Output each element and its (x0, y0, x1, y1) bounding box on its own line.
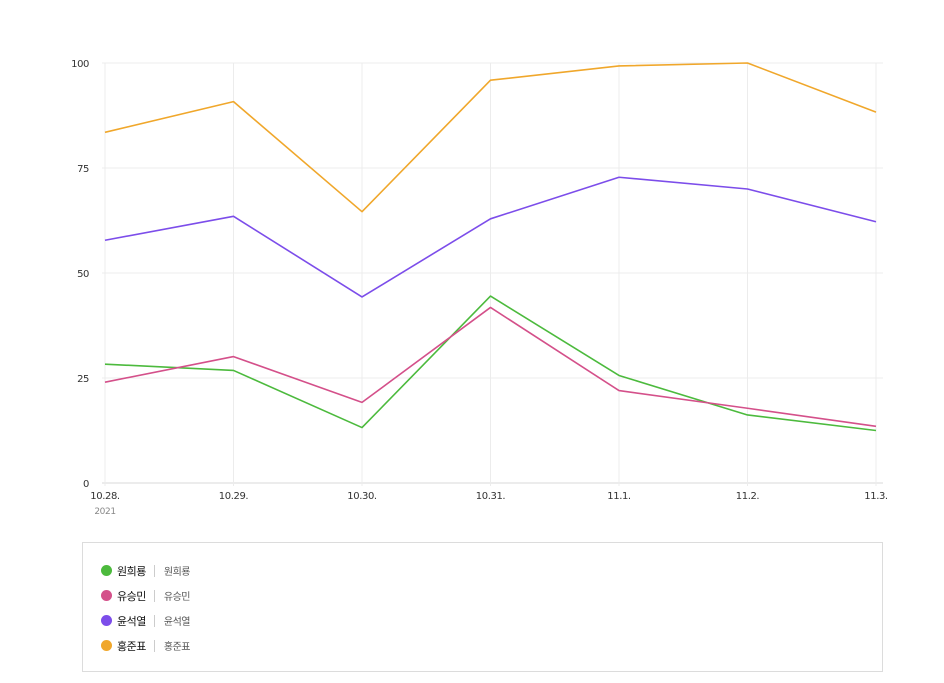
legend-series-subtext: 유승민 (163, 592, 191, 603)
legend-item[interactable]: 홍준표 홍준표 (101, 633, 882, 658)
x-tick-label: 11.2. (736, 491, 760, 502)
series-line-2 (104, 176, 877, 298)
legend-item[interactable]: 윤석열 윤석열 (101, 608, 882, 633)
legend-series-subtext: 원희룡 (163, 567, 191, 578)
legend-series-name: 윤석열 (117, 614, 146, 628)
series-line-1 (104, 306, 877, 428)
y-tick-label: 0 (83, 479, 89, 490)
y-tick-label: 100 (71, 59, 89, 70)
legend-divider (153, 614, 155, 627)
series-line-0 (104, 295, 877, 432)
y-tick-label: 50 (77, 269, 89, 280)
x-year-label: 2021 (94, 507, 115, 517)
legend-divider (153, 564, 155, 577)
legend-series-subtext: 홍준표 (163, 642, 191, 653)
x-tick-label: 11.3. (864, 491, 888, 502)
legend-series-name: 홍준표 (117, 639, 146, 653)
legend-item[interactable]: 유승민 유승민 (101, 583, 882, 608)
legend-color-dot (101, 590, 112, 601)
y-tick-label: 25 (77, 374, 89, 385)
x-tick-label: 10.31. (476, 491, 506, 502)
legend-divider (153, 639, 155, 652)
legend-color-dot (101, 615, 112, 626)
line-chart: 0 25 50 75 100 10.28. 10.29. 10.30. 10.31. 11.1. 1… (71, 59, 888, 517)
legend-series-subtext: 윤석열 (163, 617, 191, 628)
legend-series-name: 원희룡 (117, 564, 146, 578)
legend-series-name: 유승민 (117, 589, 146, 603)
legend-color-dot (101, 640, 112, 651)
legend-color-dot (101, 565, 112, 576)
x-tick-label: 10.28. (90, 491, 120, 502)
series-line-3 (104, 62, 877, 213)
x-tick-label: 10.29. (219, 491, 249, 502)
y-tick-label: 75 (77, 164, 89, 175)
x-tick-label: 11.1. (607, 491, 631, 502)
x-tick-label: 10.30. (347, 491, 377, 502)
legend-item[interactable]: 원희룡 원희룡 (101, 558, 882, 583)
legend-divider (153, 589, 155, 602)
